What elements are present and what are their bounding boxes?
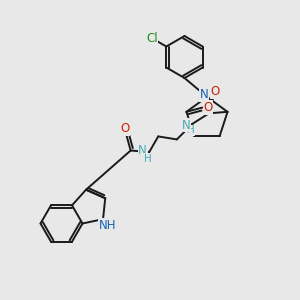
Text: Cl: Cl xyxy=(146,32,158,45)
Text: O: O xyxy=(203,101,212,114)
Text: H: H xyxy=(144,154,152,164)
Text: N: N xyxy=(182,119,190,132)
Text: NH: NH xyxy=(99,219,116,232)
Text: N: N xyxy=(138,144,147,157)
Text: N: N xyxy=(200,88,208,101)
Text: O: O xyxy=(120,122,129,135)
Text: H: H xyxy=(187,125,195,135)
Text: O: O xyxy=(210,85,220,98)
